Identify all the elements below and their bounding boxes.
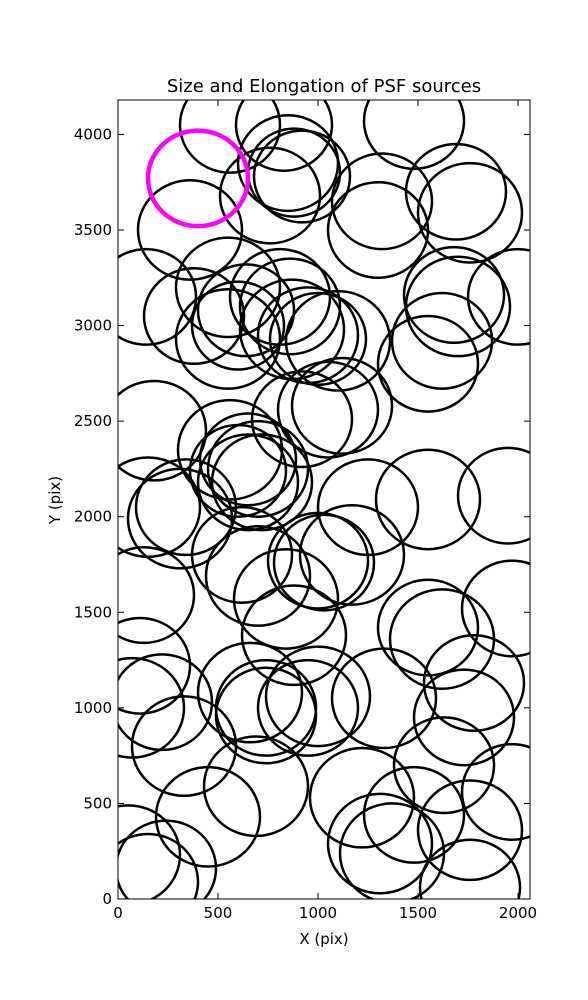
psf-ellipse [376,314,480,413]
x-tick-label: 500 [204,904,233,922]
psf-ellipse [118,616,192,715]
psf-ellipse [466,247,530,346]
x-axis-label: X (pix) [299,930,348,948]
psf-ellipse [240,584,348,687]
y-tick-label: 1000 [74,699,112,717]
psf-ellipse [190,280,286,371]
psf-ellipse [338,802,446,899]
psf-ellipse [198,412,298,507]
axes-frame [117,99,531,900]
psf-ellipse [118,656,186,759]
psf-ellipse [232,547,340,650]
psf-ellipse [196,641,304,744]
psf-ellipse [174,287,282,390]
psf-ellipse [276,360,380,459]
psf-ellipse [404,255,512,358]
psf-ellipse [118,819,218,899]
psf-ellipse [190,505,294,604]
x-tick-label: 0 [113,904,123,922]
psf-ellipse [196,263,296,358]
psf-ellipse [268,291,368,387]
psf-ellipse [174,236,282,339]
x-tick-label: 1500 [399,904,437,922]
psf-ellipse [402,245,506,345]
psf-ellipse [238,257,342,356]
psf-ellipse [252,129,352,224]
psf-ellipse [266,511,370,610]
psf-ellipse [154,765,262,868]
psf-ellipse [362,100,466,171]
psf-ellipse [326,180,430,280]
y-tick-label: 4000 [74,125,112,143]
psf-ellipse [422,633,526,733]
psf-ellipse [460,742,530,841]
x-tick-label: 2000 [499,904,537,922]
psf-ellipse [118,832,200,899]
psf-ellipse [456,446,530,545]
x-tick-label: 1000 [299,904,337,922]
psf-ellipse [196,433,300,532]
psf-ellipse [118,546,196,645]
psf-ellipse [210,433,314,532]
psf-ellipse [392,716,496,815]
psf-ellipse [326,792,434,895]
psf-ellipse [298,503,406,606]
y-tick-label: 2500 [74,412,112,430]
psf-ellipse [374,448,482,551]
psf-ellipse [416,161,524,264]
y-tick-label: 3500 [74,221,112,239]
psf-ellipse [376,578,480,677]
psf-ellipse [218,146,322,245]
psf-ellipse [460,559,530,658]
psf-ellipse [214,666,318,765]
psf-ellipse [290,356,394,455]
psf-ellipse [418,838,522,899]
y-tick-label: 500 [83,794,112,812]
psf-ellipse [118,804,182,899]
psf-ellipse [416,779,524,882]
psf-ellipse [272,513,376,612]
plot-area [118,100,530,899]
psf-ellipse [404,142,508,241]
psf-ellipse [204,525,312,627]
psf-ellipse [330,647,438,750]
psf-ellipse [238,278,346,381]
psf-ellipse [362,765,466,864]
psf-ellipse [142,266,246,366]
psf-ellipse [234,100,334,172]
y-axis-label: Y (pix) [46,476,64,525]
psf-ellipse [308,746,416,849]
psf-ellipse [250,370,354,469]
psf-ellipse [256,658,360,757]
psf-ellipse [145,128,251,229]
psf-ellipse [330,152,434,251]
psf-ellipse [126,467,234,570]
psf-ellipse [202,735,310,838]
y-tick-label: 3000 [74,317,112,335]
psf-ellipse [136,179,244,281]
psf-ellipse [178,100,282,174]
psf-ellipse [390,291,494,390]
psf-ellipse [118,247,198,346]
psf-ellipse [412,668,516,767]
psf-ellipse [118,379,208,482]
y-tick-label: 2000 [74,508,112,526]
chart-title: Size and Elongation of PSF sources [167,76,481,97]
psf-ellipse [284,289,392,392]
psf-ellipse [264,645,372,748]
y-tick-label: 0 [102,890,112,908]
y-tick-label: 1500 [74,603,112,621]
psf-ellipse [206,419,310,518]
